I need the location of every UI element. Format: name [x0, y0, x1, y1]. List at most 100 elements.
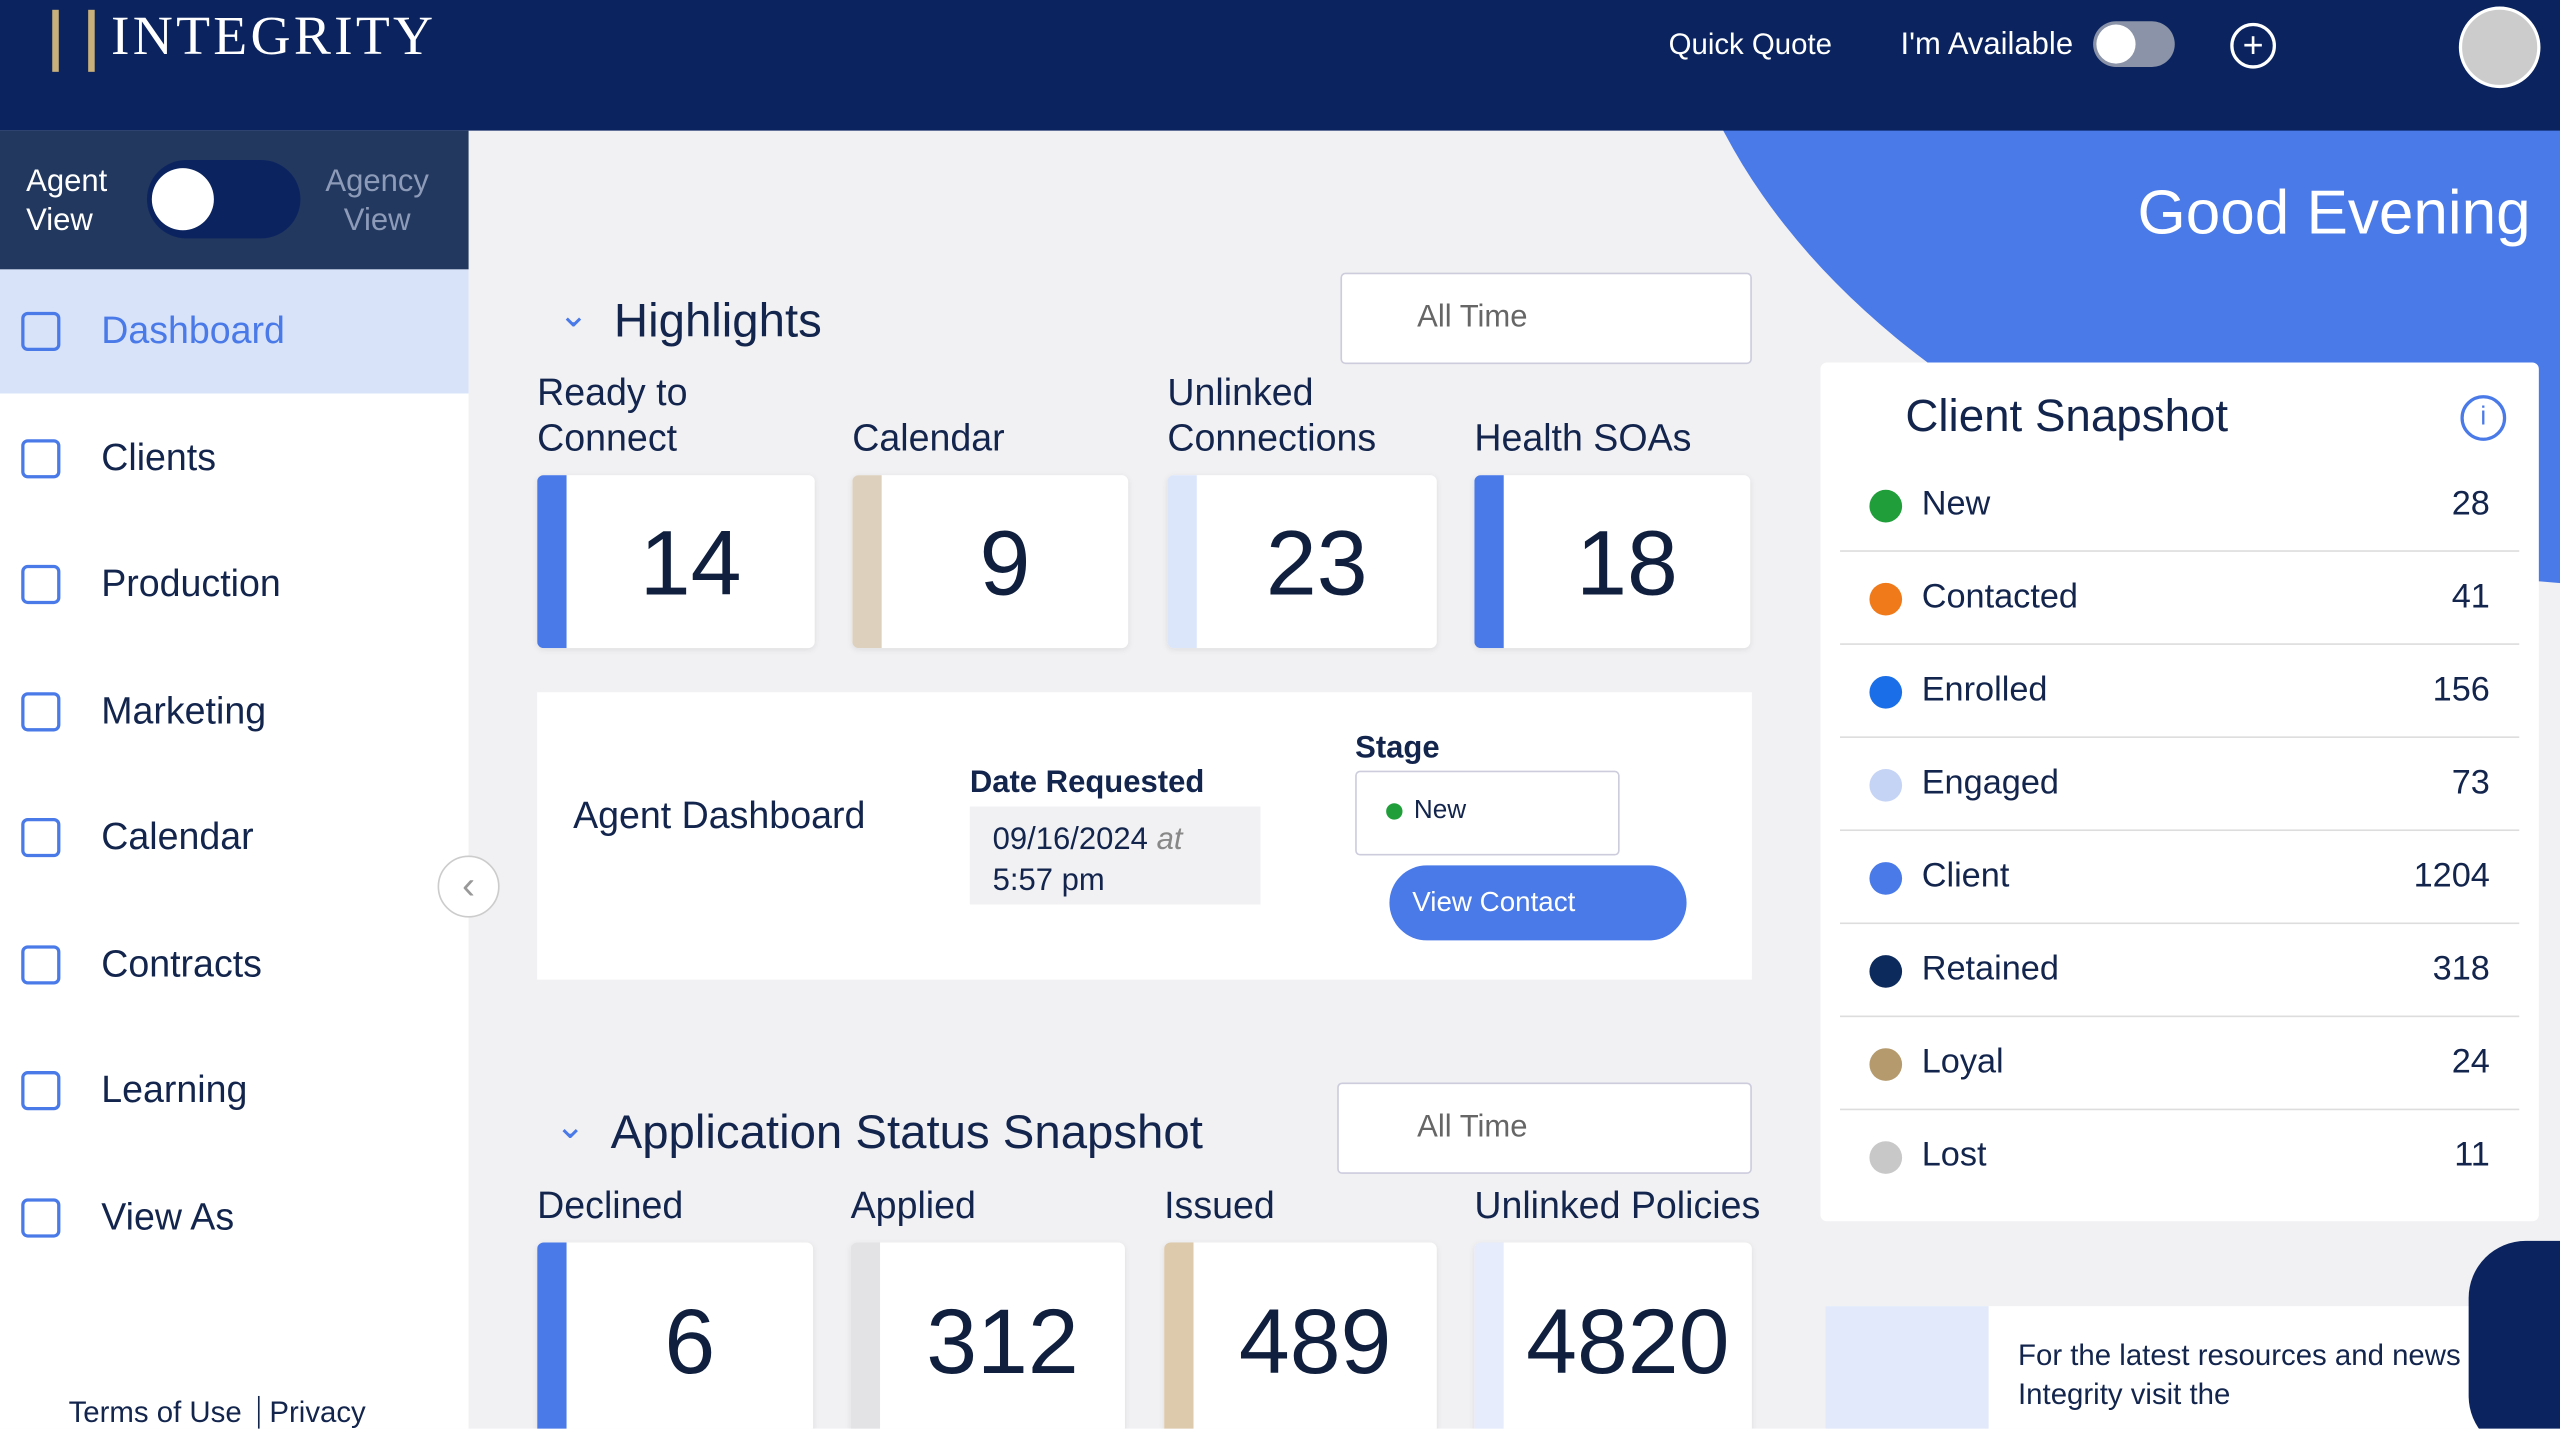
collapse-chevron[interactable]: ⌄	[555, 1105, 586, 1147]
header: INTEGRITY Quick Quote I'm Available +	[0, 0, 2560, 131]
toggle[interactable]	[146, 160, 301, 239]
stat-card[interactable]: 6	[537, 1242, 814, 1429]
card-accent	[852, 475, 882, 649]
quick-quote[interactable]: Quick Quote	[1668, 27, 1832, 61]
filter-value: All Time	[1417, 300, 1528, 335]
nav-item[interactable]: Calendar	[101, 814, 254, 858]
logo: INTEGRITY	[111, 6, 437, 67]
stat-card[interactable]: 9	[852, 475, 1129, 649]
card-accent	[1474, 1242, 1504, 1429]
at: at	[1156, 822, 1183, 858]
card-value: 312	[926, 1289, 1079, 1392]
status-count: 11	[2454, 1136, 2490, 1174]
agent-view[interactable]: Agent View	[26, 164, 108, 239]
status-dot	[1869, 769, 1903, 802]
add-button[interactable]: +	[2230, 22, 2276, 69]
status-name: Enrolled	[1921, 671, 2048, 709]
nav-item[interactable]: Dashboard	[101, 308, 285, 352]
active-row	[0, 269, 469, 394]
terms-link[interactable]: Terms of Use	[68, 1395, 242, 1429]
card-accent	[1474, 475, 1504, 649]
card-value: 4820	[1526, 1289, 1730, 1392]
availability-toggle[interactable]	[2093, 21, 2175, 67]
availability-label: I'm Available	[1900, 27, 2074, 63]
nav-icon	[21, 817, 61, 858]
card-accent	[1167, 475, 1197, 649]
date-label: Date Requested	[969, 765, 1205, 801]
news-text: For the latest resources and news Integr…	[2018, 1338, 2461, 1411]
section-title: Application Status Snapshot	[610, 1106, 1203, 1160]
news-icon	[1825, 1306, 1989, 1429]
nav-item[interactable]: Production	[101, 561, 281, 605]
agency-view[interactable]: Agency View	[325, 164, 429, 239]
nav-icon	[21, 691, 61, 731]
help-widget[interactable]	[2468, 1240, 2560, 1429]
status-name: Loyal	[1921, 1043, 2004, 1081]
avatar[interactable]	[2458, 6, 2541, 89]
time-filter[interactable]: All Time	[1337, 1082, 1752, 1174]
collapse-chevron[interactable]: ⌄	[558, 293, 589, 335]
nav-item[interactable]: Marketing	[101, 688, 267, 731]
news-panel: For the latest resources and news Integr…	[1825, 1306, 2479, 1429]
stat-card[interactable]: 23	[1167, 475, 1437, 649]
status-dot	[1869, 582, 1903, 616]
nav-icon	[21, 1197, 61, 1237]
card-label: Ready to Connect	[537, 370, 688, 459]
divider	[1840, 643, 2520, 645]
stage-value: New	[1413, 796, 1467, 825]
divider	[1840, 550, 2520, 552]
nav-item[interactable]: Contracts	[101, 941, 262, 984]
stat-card[interactable]: 312	[850, 1242, 1125, 1429]
card-value: 6	[664, 1289, 716, 1392]
time-filter[interactable]: All Time	[1340, 272, 1752, 365]
status-name: Retained	[1921, 950, 2059, 988]
section-title: Highlights	[613, 295, 822, 348]
nav-item[interactable]: View As	[101, 1194, 235, 1237]
status-dot	[1869, 862, 1903, 895]
stage-select[interactable]: New	[1355, 770, 1620, 856]
status-dot	[1869, 1141, 1903, 1174]
nav-item[interactable]: Learning	[101, 1067, 248, 1111]
stat-card[interactable]: 489	[1164, 1242, 1437, 1429]
nav-icon	[21, 1071, 61, 1111]
status-count: 24	[2451, 1043, 2490, 1081]
view-toggle: Agent View Agency View	[0, 130, 469, 270]
status-count: 318	[2432, 950, 2490, 988]
card-value: 9	[979, 510, 1031, 614]
time: 5:57 pm	[992, 863, 1105, 898]
view-contact-button[interactable]: View Contact	[1389, 865, 1687, 941]
status-dot	[1869, 1048, 1903, 1081]
status-name: Engaged	[1921, 764, 2059, 802]
info-icon[interactable]: i	[2460, 395, 2507, 441]
divider	[1840, 829, 2520, 832]
nav-icon	[21, 944, 61, 984]
card-value: 489	[1238, 1289, 1392, 1392]
card-label: Declined	[537, 1183, 684, 1227]
status-dot	[1869, 675, 1903, 709]
detail-panel: Agent Dashboard Date Requested 09/16/202…	[537, 692, 1752, 980]
date: 09/16/2024	[992, 822, 1148, 858]
client-snapshot: Client Snapshot i New 28 Contacted 41 Enroll…	[1820, 362, 2539, 1222]
privacy-link[interactable]: Privacy	[257, 1395, 366, 1429]
collapse-button[interactable]: ‹	[437, 855, 500, 918]
card-value: 14	[639, 510, 742, 614]
card-label: Unlinked Policies	[1474, 1183, 1761, 1227]
card-label: Unlinked Connections	[1167, 370, 1377, 459]
divider	[1840, 922, 2520, 925]
logo-mark	[52, 9, 95, 72]
status-count: 1204	[2413, 857, 2490, 895]
nav-item[interactable]: Clients	[101, 435, 217, 478]
stat-card[interactable]: 14	[537, 475, 815, 649]
card-value: 23	[1265, 510, 1368, 614]
card-accent	[537, 1242, 567, 1429]
status-dot	[1869, 955, 1903, 988]
stat-card[interactable]: 4820	[1474, 1242, 1752, 1429]
date-box: 09/16/2024 at 5:57 pm	[969, 806, 1261, 905]
divider	[1840, 736, 2520, 738]
status-name: Contacted	[1921, 577, 2078, 616]
sidebar: Agent View Agency View Dashboard Clients P…	[0, 130, 469, 1429]
stat-card[interactable]: 18	[1474, 475, 1751, 649]
nav-icon	[21, 564, 61, 605]
